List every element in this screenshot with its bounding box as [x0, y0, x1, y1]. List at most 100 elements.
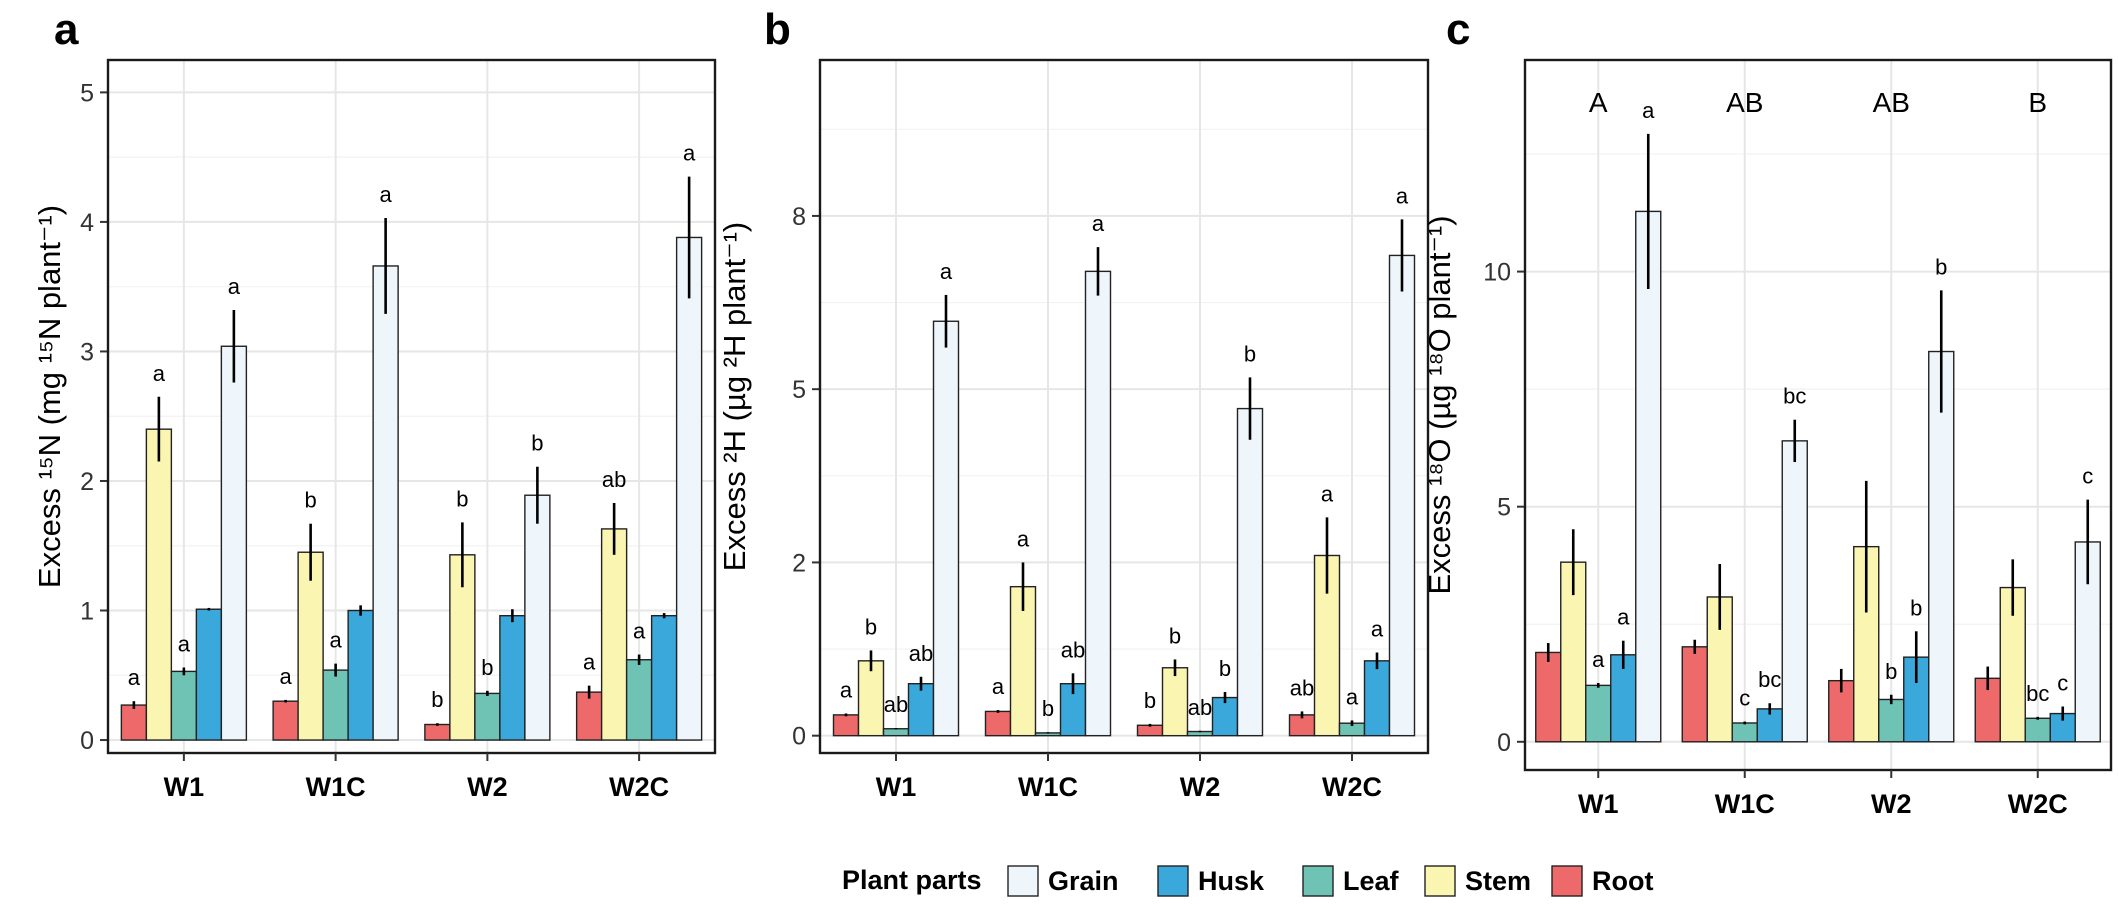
bar-root-w1	[120, 704, 148, 741]
bar-root-w2	[424, 723, 451, 741]
significance-label: ab	[1188, 695, 1212, 720]
legend-title: Plant parts	[842, 865, 982, 895]
significance-label: a	[1321, 481, 1334, 506]
legend-label-root: Root	[1592, 866, 1653, 896]
x-tick-label: W1	[164, 772, 205, 802]
group-letter-label: AB	[1726, 87, 1763, 118]
y-tick-label: 0	[792, 723, 806, 751]
y-tick-label: 5	[792, 376, 806, 404]
legend-swatch-stem	[1424, 865, 1456, 897]
x-tick-label: W1C	[306, 772, 366, 802]
significance-label: a	[1592, 647, 1605, 672]
significance-label: a	[1092, 211, 1105, 236]
significance-label: a	[153, 361, 166, 386]
group-letter-label: AB	[1873, 87, 1910, 118]
legend: Plant parts Grain Husk Leaf Stem Root	[842, 865, 1653, 897]
x-tick-label: W2C	[1322, 772, 1382, 802]
y-tick-label: 1	[80, 598, 94, 626]
legend-swatch-leaf	[1302, 865, 1334, 897]
bar-grain-w1	[1635, 210, 1662, 743]
y-axis-title: Excess ²H (µg ²H plant⁻¹)	[717, 222, 752, 571]
bar-grain-w2	[524, 494, 551, 741]
x-tick-label: W2C	[2008, 789, 2068, 819]
x-tick-label: W2	[1871, 789, 1912, 819]
bar-grain-w2c	[675, 236, 703, 741]
bar-husk-w1	[195, 608, 223, 741]
significance-label: a	[1346, 684, 1359, 709]
significance-label: b	[1244, 341, 1256, 366]
bar-stem-w1	[145, 428, 173, 741]
significance-label: b	[1169, 623, 1181, 648]
x-tick-label: W1	[876, 772, 917, 802]
panel-letter-c: c	[1446, 5, 1470, 54]
significance-label: ab	[602, 467, 626, 492]
y-tick-label: 8	[792, 203, 806, 231]
bar-stem-w1	[857, 660, 885, 737]
bar-root-w1	[1535, 651, 1562, 743]
bar-grain-w2	[1236, 407, 1264, 737]
plot-border	[1523, 58, 2113, 772]
bar-grain-w1c	[1781, 440, 1808, 743]
legend-label-leaf: Leaf	[1343, 866, 1400, 896]
bar-grain-w1c	[372, 265, 399, 741]
bar-root-w1c	[984, 710, 1012, 737]
significance-label: ab	[1061, 637, 1085, 662]
y-tick-label: 2	[792, 549, 806, 577]
y-axis-title: Excess ¹⁵N (mg ¹⁵N plant⁻¹)	[32, 205, 67, 588]
significance-label: a	[583, 650, 596, 675]
significance-label: b	[865, 614, 877, 639]
significance-label: a	[1396, 183, 1409, 208]
bar-husk-w2	[1211, 696, 1239, 737]
bar-leaf-w1	[882, 728, 910, 737]
significance-label: a	[330, 628, 343, 653]
x-tick-label: W1C	[1018, 772, 1078, 802]
bar-leaf-w2c	[2024, 717, 2051, 743]
significance-label: b	[1144, 688, 1156, 713]
significance-label: c	[2082, 464, 2093, 489]
bar-grain-w1	[220, 345, 248, 741]
bar-stem-w1	[1560, 561, 1587, 743]
significance-label: ab	[884, 692, 908, 717]
bar-leaf-w1	[170, 670, 198, 741]
bar-root-w1c	[1681, 646, 1708, 743]
y-tick-label: 2	[80, 468, 94, 496]
x-tick-label: W2C	[609, 772, 669, 802]
y-tick-label: 5	[1497, 494, 1511, 522]
significance-label: bc	[1758, 667, 1781, 692]
legend-label-husk: Husk	[1198, 866, 1265, 896]
significance-label: a	[380, 182, 393, 207]
y-tick-label: 5	[80, 79, 94, 107]
bar-root-w2c	[575, 691, 603, 741]
significance-label: b	[481, 655, 493, 680]
significance-label: bc	[1783, 384, 1806, 409]
legend-swatch-husk	[1157, 865, 1189, 897]
bar-husk-w1	[907, 683, 935, 737]
significance-label: c	[1739, 686, 1750, 711]
significance-label: a	[1371, 617, 1384, 642]
legend-label-grain: Grain	[1048, 866, 1119, 896]
group-letter-label: A	[1589, 87, 1608, 118]
y-tick-label: 4	[80, 209, 94, 237]
bar-grain-w1c	[1084, 270, 1112, 737]
significance-label: a	[1617, 605, 1630, 630]
significance-label: a	[992, 674, 1005, 699]
x-tick-label: W2	[467, 772, 508, 802]
panel-letter-b: b	[764, 5, 791, 54]
significance-label: bc	[2026, 681, 2049, 706]
bar-root-w2	[1136, 724, 1164, 737]
bar-husk-w1c	[347, 609, 374, 741]
legend-swatch-root	[1551, 865, 1583, 897]
significance-label: a	[840, 677, 853, 702]
significance-label: b	[1935, 254, 1947, 279]
significance-label: b	[456, 486, 468, 511]
bar-stem-w1c	[297, 551, 324, 741]
bar-grain-w1	[932, 320, 960, 737]
significance-label: b	[431, 687, 443, 712]
significance-label: ab	[909, 641, 933, 666]
bar-leaf-w1c	[322, 669, 349, 741]
significance-label: a	[633, 619, 646, 644]
